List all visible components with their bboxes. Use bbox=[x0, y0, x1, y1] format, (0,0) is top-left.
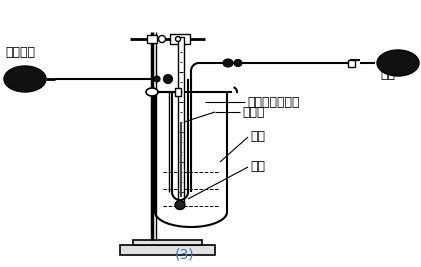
Text: 气卵: 气卵 bbox=[380, 68, 395, 80]
Ellipse shape bbox=[154, 76, 160, 82]
Text: 白磷: 白磷 bbox=[250, 160, 265, 174]
Bar bbox=[147, 35, 157, 43]
Bar bbox=[133, 240, 202, 245]
Bar bbox=[348, 60, 355, 67]
Ellipse shape bbox=[163, 74, 173, 84]
Bar bbox=[175, 88, 181, 96]
Ellipse shape bbox=[176, 37, 181, 41]
Ellipse shape bbox=[377, 50, 419, 76]
Ellipse shape bbox=[158, 36, 165, 42]
Ellipse shape bbox=[223, 59, 233, 67]
Text: 塑料气球: 塑料气球 bbox=[5, 45, 35, 58]
Ellipse shape bbox=[234, 60, 242, 66]
Text: 热水: 热水 bbox=[250, 131, 265, 143]
Text: (3): (3) bbox=[175, 248, 195, 262]
Ellipse shape bbox=[4, 66, 46, 92]
Ellipse shape bbox=[175, 201, 185, 210]
Text: 氮气或二氧化碳: 氮气或二氧化碳 bbox=[247, 96, 299, 108]
Text: 温度计: 温度计 bbox=[242, 105, 264, 119]
Bar bbox=[120, 245, 215, 255]
Bar bbox=[178, 37, 184, 202]
Ellipse shape bbox=[146, 88, 158, 96]
Bar bbox=[170, 34, 190, 44]
